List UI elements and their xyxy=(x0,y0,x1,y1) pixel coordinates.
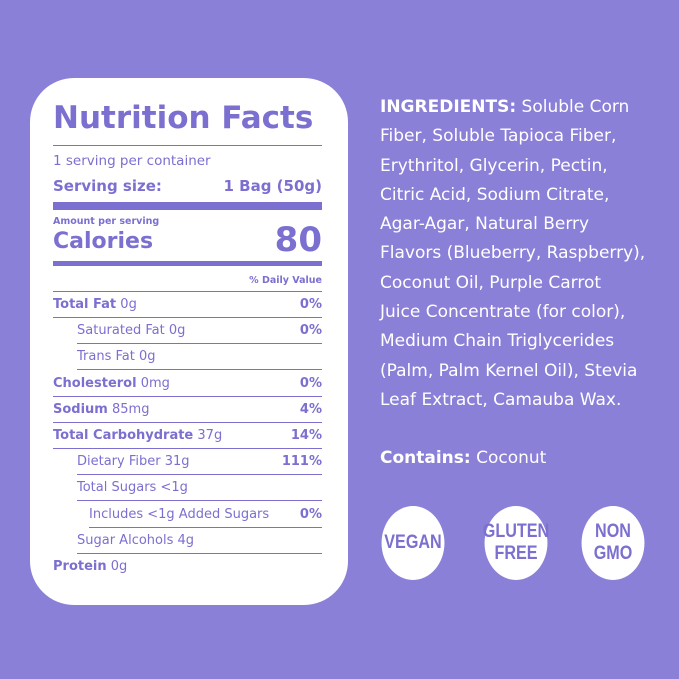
ingredient-text: Flavors (Blueberry, Raspberry), xyxy=(380,243,646,264)
servings: 1 serving per container xyxy=(53,153,211,169)
ingredient-line: (Palm, Palm Kernel Oil), Stevia xyxy=(380,357,645,386)
nutrient-amount: 4g xyxy=(177,532,195,548)
nutrient-amount: <1g xyxy=(160,480,188,496)
nutrient-row: Trans Fat 0g xyxy=(77,344,322,371)
nutrient-label: Sugar Alcohols xyxy=(77,532,174,548)
thick-rule xyxy=(53,261,322,266)
ingredient-line: Citric Acid, Sodium Citrate, xyxy=(380,181,645,210)
amount-per-serving: Amount per serving xyxy=(53,216,160,227)
contains-label: Contains: xyxy=(380,448,471,468)
ingredients: INGREDIENTS: Soluble Corn Fiber, Soluble … xyxy=(380,93,645,415)
badge-text: NON xyxy=(595,521,631,542)
badge: VEGAN xyxy=(381,506,445,580)
calories-label: Calories xyxy=(53,229,154,254)
ingredient-text: Fiber, Soluble Tapioca Fiber, xyxy=(380,126,617,147)
nutrient-label: Total Carbohydrate xyxy=(53,428,194,443)
ingredient-line: Leaf Extract, Camauba Wax. xyxy=(380,386,645,415)
nutrient-row: Total Fat 0g 0% xyxy=(53,292,322,318)
daily-value-header: % Daily Value xyxy=(249,275,322,286)
badge: GLUTEN FREE xyxy=(482,506,550,580)
ingredient-line: Erythritol, Glycerin, Pectin, xyxy=(380,152,645,181)
ingredient-text: Medium Chain Triglycerides xyxy=(380,331,615,352)
daily-value: 0% xyxy=(299,297,322,312)
ingredient-line: Agar-Agar, Natural Berry xyxy=(380,210,645,239)
serving-size-value: 1 Bag (50g) xyxy=(223,177,323,195)
nutrient-label: Total Sugars xyxy=(77,480,157,496)
ingredients-label: INGREDIENTS: xyxy=(380,97,517,117)
nutrient-amount: 37g xyxy=(197,428,223,443)
nutrient-amount: 31g xyxy=(164,454,190,470)
ingredient-text: Agar-Agar, Natural Berry xyxy=(380,214,590,235)
nutrient-amount: 85mg xyxy=(112,401,150,417)
badge-text: VEGAN xyxy=(384,532,442,553)
nutrient-row: Includes <1g Added Sugars 0% xyxy=(89,502,322,528)
daily-value: 0% xyxy=(299,375,322,391)
nutrient-row: Saturated Fat 0g 0% xyxy=(77,318,322,345)
title: Nutrition Facts xyxy=(53,100,314,136)
nutrient-row: Protein 0g xyxy=(53,554,322,580)
ingredient-text: Leaf Extract, Camauba Wax. xyxy=(380,389,622,410)
ingredient-text: Erythritol, Glycerin, Pectin, xyxy=(380,155,608,176)
nutrient-amount: 0g xyxy=(138,349,156,365)
ingredient-text: (Palm, Palm Kernel Oil), Stevia xyxy=(380,360,638,381)
nutrient-label: Protein xyxy=(53,559,107,574)
ingredient-line: Medium Chain Triglycerides xyxy=(380,327,645,356)
nutrient-row: Total Sugars <1g xyxy=(77,475,322,502)
nutrient-label: Trans Fat xyxy=(77,349,135,365)
nutrient-amount: 0g xyxy=(120,297,137,312)
ingredient-line: INGREDIENTS: Soluble Corn xyxy=(380,93,645,122)
badge: NON GMO xyxy=(581,506,645,580)
calories-value: 80 xyxy=(274,220,322,260)
nutrient-label: Cholesterol xyxy=(53,375,137,391)
nutrient-label: Dietary Fiber xyxy=(77,454,161,470)
ingredient-text: Soluble Corn xyxy=(521,97,630,117)
nutrition-panel: Nutrition Facts 1 serving per container … xyxy=(30,78,348,605)
badge-text: GMO xyxy=(593,543,633,564)
ingredient-text: Citric Acid, Sodium Citrate, xyxy=(380,184,610,205)
rule xyxy=(53,145,322,146)
nutrient-amount: 0mg xyxy=(140,375,170,391)
badge-text: GLUTEN xyxy=(482,521,550,542)
ingredient-line: Fiber, Soluble Tapioca Fiber, xyxy=(380,122,645,151)
thick-rule xyxy=(53,202,322,210)
ingredient-text: Juice Concentrate (for color), xyxy=(380,302,626,323)
daily-value: 111% xyxy=(281,454,322,470)
nutrient-label: Total Fat xyxy=(53,297,117,312)
contains-value: Coconut xyxy=(476,448,547,468)
nutrient-row: Sugar Alcohols 4g xyxy=(77,528,322,554)
ingredient-text: Coconut Oil, Purple Carrot xyxy=(380,272,602,293)
ingredient-line: Coconut Oil, Purple Carrot xyxy=(380,269,645,298)
ingredient-line: Flavors (Blueberry, Raspberry), xyxy=(380,239,645,268)
nutrient-row: Cholesterol 0mg 0% xyxy=(53,371,322,397)
nutrient-amount: 0g xyxy=(168,323,186,339)
nutrient-amount: 0g xyxy=(110,559,128,574)
daily-value: 14% xyxy=(290,428,322,443)
nutrient-row: Sodium 85mg 4% xyxy=(53,397,322,423)
nutrient-label: Includes <1g Added Sugars xyxy=(89,506,270,522)
contains: Contains: Coconut xyxy=(380,448,546,468)
daily-value: 4% xyxy=(299,401,322,417)
nutrient-row: Total Carbohydrate 37g 14% xyxy=(53,423,322,449)
serving-size-label: Serving size: xyxy=(53,177,162,195)
daily-value: 0% xyxy=(299,506,322,522)
rule xyxy=(53,291,322,292)
daily-value: 0% xyxy=(299,323,322,339)
ingredient-line: Juice Concentrate (for color), xyxy=(380,298,645,327)
badge-text: FREE xyxy=(494,543,538,564)
nutrient-label: Saturated Fat xyxy=(77,323,165,339)
nutrient-label: Sodium xyxy=(53,401,108,417)
nutrient-row: Dietary Fiber 31g 111% xyxy=(77,449,322,476)
